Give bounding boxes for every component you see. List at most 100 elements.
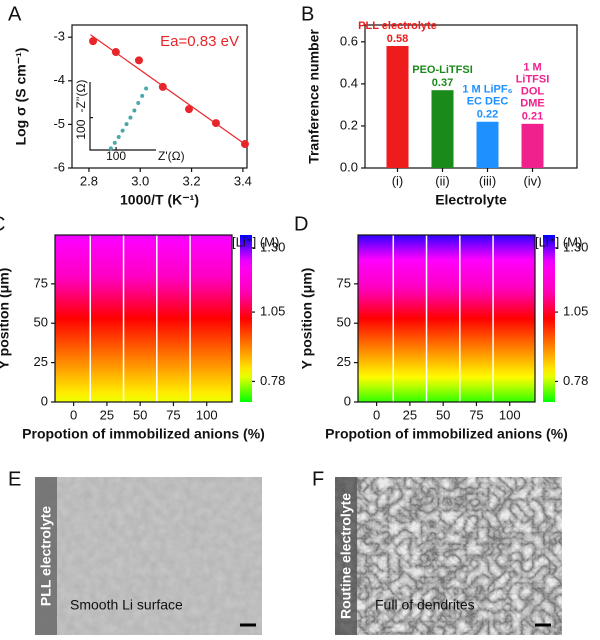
y-tick-label: -5 [53,116,65,131]
x-tick-label: 3.2 [183,173,201,188]
x-tick-label: 3.0 [131,173,149,188]
colorbar-tick-label: 1.30 [563,239,588,254]
inset-point [120,128,125,133]
plot-frame [71,24,248,169]
inset-point [132,108,137,113]
data-point [185,105,194,114]
y-tick-label: 25 [34,354,48,369]
x-axis-title: 1000/T (K⁻¹) [120,192,199,208]
bar [431,90,454,168]
side-label: PLL electrolyte [38,506,54,606]
data-point [134,56,143,65]
inset-x-title: Z'(Ω) [158,149,185,163]
inset-point [128,115,133,120]
colorbar-tick-label: 0.78 [563,373,588,388]
colorbar-tick-label: 1.05 [260,304,285,319]
x-tick-label: 3.4 [234,173,252,188]
inset-point [144,86,149,91]
x-tick-label: 75 [166,407,180,422]
x-tick-label: 0 [70,407,77,422]
bar-annotation: 1 M [523,62,541,74]
inset-point [140,93,145,98]
data-point [89,37,98,46]
panel-label: F [312,468,324,490]
inset-axes [89,82,156,151]
colorbar-tick-label: 1.05 [563,304,588,319]
panel-label: A [8,3,22,25]
x-axis-title: Propotion of immobilized anions (%) [22,426,265,442]
y-tick-label: -3 [53,29,65,44]
y-tick-label: -6 [53,159,65,174]
panel-label: B [301,3,314,25]
y-tick-label: 75 [337,275,351,290]
value-label: 0.21 [522,111,543,123]
colorbar-tick-label: 0.78 [260,373,285,388]
colorbar-label: [Li⁺] (M) [232,234,279,249]
bar-annotation: PEO-LiTFSI [412,64,473,76]
x-tick-label: 100 [499,407,521,422]
y-tick-label: 0.4 [340,75,358,90]
y-tick-label: 0 [344,393,351,408]
bar [476,121,499,168]
value-label: 0.37 [432,77,453,89]
y-tick-label: 50 [34,315,48,330]
x-tick-label: 100 [196,407,218,422]
image-panel-e: E PLL electrolyte Smooth Li surface [8,468,262,635]
caption: Full of dendrites [375,597,475,613]
y-tick-label: 50 [337,315,351,330]
y-axis-title: Y position (μm) [299,268,315,370]
panel-label: C [0,213,5,235]
x-axis-title: Propotion of immobilized anions (%) [325,426,568,442]
bar-annotation: PLL electrolyte [358,20,437,32]
annotation: Ea=0.83 eV [160,33,239,50]
x-tick-label: (iv) [523,173,541,188]
y-tick-label: 0.0 [340,159,358,174]
data-point [111,48,120,57]
inset-x-tick-label: 100 [106,149,126,163]
inset-point [116,135,121,140]
panel-label: E [8,468,21,490]
inset-point [136,101,141,106]
bar-annotation: 1 M LiPF₆ [462,84,512,96]
side-strip [35,477,57,635]
value-label: 0.22 [477,109,498,121]
y-tick-label: 75 [34,275,48,290]
inset-point [124,122,129,127]
sem-texture [35,477,262,635]
side-label: Routine electrolyte [338,493,354,619]
y-tick-label: -4 [53,72,65,87]
bar-annotation: LiTFSI [516,74,550,86]
data-point [211,119,220,128]
plot-frame [364,24,578,169]
caption: Smooth Li surface [70,597,183,613]
x-tick-label: 0 [373,407,380,422]
x-tick-label: 50 [133,407,147,422]
x-tick-label: 25 [100,407,114,422]
y-tick-label: 0 [41,393,48,408]
bar [386,46,409,168]
x-tick-label: (ii) [435,173,449,188]
x-axis-title: Electrolyte [435,192,507,208]
plot-frame [54,234,233,403]
y-axis-title: Log σ (S cm⁻¹) [13,48,29,146]
data-point [240,140,249,149]
y-tick-label: 0.2 [340,117,358,132]
value-label: 0.58 [387,33,408,45]
bar-annotation: DME [520,98,544,110]
colorbar-tick-label: 1.30 [260,239,285,254]
side-strip [335,477,357,635]
x-tick-label: 50 [436,407,450,422]
inset-point [108,146,113,151]
y-axis-title: Tranference number [306,29,322,164]
heatmap [55,235,232,402]
data-point [158,82,167,91]
colorbar [240,235,252,402]
x-tick-label: 2.8 [80,173,98,188]
sem-texture [335,477,562,635]
x-tick-label: 75 [469,407,483,422]
inset-y-tick-label: 100 [74,119,88,139]
y-axis-title: Y position (μm) [0,268,12,370]
colorbar [543,235,555,402]
bar-annotation: EC DEC [467,96,509,108]
inset-point [112,140,117,145]
